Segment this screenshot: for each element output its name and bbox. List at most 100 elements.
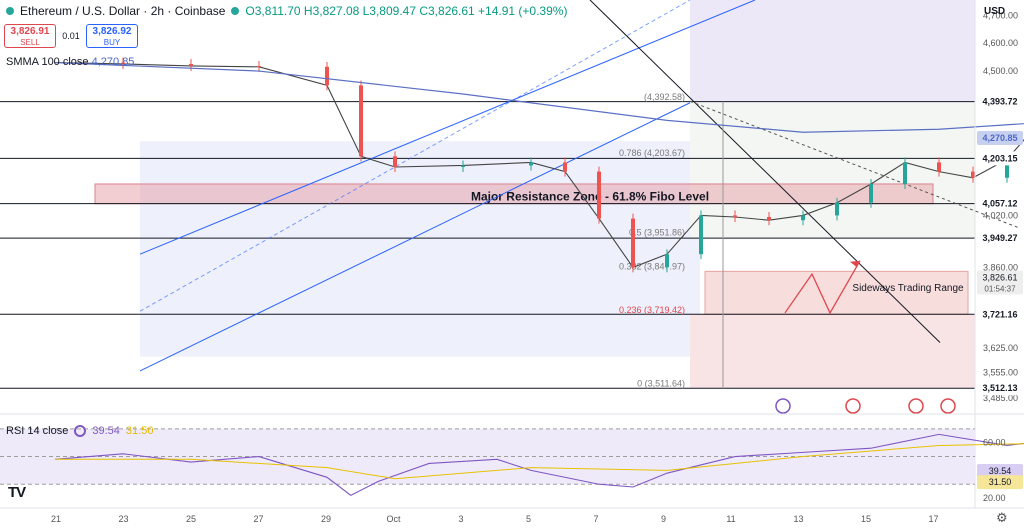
current-price-tag[interactable] (977, 270, 1023, 295)
rsi-ma-value: 31.50 (125, 425, 154, 437)
candle-body[interactable] (529, 162, 533, 166)
symbol-title[interactable]: Ethereum / U.S. Dollar · 2h · Coinbase (20, 4, 226, 18)
channel-upper-line[interactable] (139, 0, 756, 255)
sideways-range-box[interactable] (704, 270, 969, 315)
rsi-settings-icon[interactable] (74, 425, 87, 437)
trade-buttons: 3,826.91 SELL 0.01 3,826.92 BUY (4, 24, 138, 48)
smma-legend[interactable]: SMMA 100 close 4,270.85 (6, 56, 134, 68)
buy-label: BUY (103, 38, 121, 47)
price-axis-tick-label: 4,600.00 (983, 38, 1018, 48)
currency-label[interactable]: USD (984, 6, 1006, 17)
rsi-value-tag[interactable] (977, 464, 1023, 479)
time-axis-tick-label: 27 (253, 514, 263, 524)
smma-line[interactable] (54, 61, 1024, 138)
ohlc-values: O3,811.70 H3,827.08 L3,809.47 C3,826.61 … (245, 4, 568, 18)
rsi-legend[interactable]: RSI 14 close 39.54 31.50 (6, 425, 153, 437)
level-price-tag-label: 4,057.12 (982, 199, 1017, 209)
current-price-label: 3,826.61 (982, 273, 1017, 283)
time-axis-tick-label: 17 (928, 514, 938, 524)
rsi-ma-line[interactable] (55, 436, 1024, 484)
economic-event-icon[interactable] (908, 398, 924, 414)
smma-value: 4,270.85 (91, 56, 135, 68)
level-price-tag-label: 4,393.72 (982, 97, 1017, 107)
level-price-tag[interactable] (977, 94, 1023, 109)
level-price-tag-label: 4,203.15 (982, 153, 1017, 163)
downtrend-dashed-line (689, 100, 1021, 229)
candle-body[interactable] (257, 65, 261, 67)
rsi-axis-tick-label: 20.00 (983, 493, 1006, 503)
candle-body[interactable] (461, 165, 465, 167)
candle-body[interactable] (869, 183, 873, 203)
level-price-tag[interactable] (977, 307, 1023, 322)
gear-icon[interactable]: ⚙ (996, 510, 1008, 525)
resistance-zone-label: Major Resistance Zone - 61.8% Fibo Level (471, 190, 709, 204)
fib-shade-low (690, 314, 975, 389)
channel-lower-line[interactable] (139, 102, 691, 372)
time-axis-tick-label: 21 (51, 514, 61, 524)
sell-button[interactable]: 3,826.91 SELL (4, 24, 56, 48)
economic-event-icon[interactable] (940, 398, 956, 414)
spread-value: 0.01 (62, 31, 80, 41)
price-axis-tick-label: 4,020.00 (983, 210, 1018, 220)
rsi-value: 39.54 (92, 425, 120, 437)
live-dot-icon (231, 7, 240, 15)
level-price-tag[interactable] (977, 196, 1023, 211)
fib-level-label: 0 (3,511.64) (637, 378, 685, 388)
candle-body[interactable] (121, 62, 125, 64)
candle-body[interactable] (835, 202, 839, 216)
time-axis-tick-label: 3 (458, 514, 463, 524)
bar-countdown-label: 01:54:37 (984, 285, 1016, 294)
price-axis-tick-label: 4,500.00 (983, 66, 1018, 76)
candle-body[interactable] (597, 171, 601, 219)
channel-mid-line (139, 0, 691, 312)
time-axis-tick-label: 7 (593, 514, 598, 524)
buy-button[interactable]: 3,826.92 BUY (86, 24, 138, 48)
candle-body[interactable] (189, 63, 193, 66)
rsi-ma-tag[interactable] (977, 475, 1023, 490)
candle-body[interactable] (699, 215, 703, 255)
candle-body[interactable] (393, 156, 397, 167)
level-price-tag[interactable] (977, 231, 1023, 246)
buy-price: 3,826.92 (92, 26, 132, 37)
candle-body[interactable] (971, 171, 975, 178)
candle-body[interactable] (733, 215, 737, 218)
rsi-ma-tag-label: 31.50 (989, 477, 1012, 487)
candle-body[interactable] (665, 254, 669, 268)
candle-body[interactable] (325, 66, 329, 86)
rsi-line[interactable] (54, 426, 1024, 496)
symbol-header: Ethereum / U.S. Dollar · 2h · Coinbase O… (6, 4, 567, 18)
smma-price-tag[interactable] (977, 130, 1023, 145)
candle-body[interactable] (903, 162, 907, 184)
downtrend-line[interactable] (589, 0, 941, 343)
fib-level-label: 0.236 (3,719.42) (619, 305, 685, 315)
rsi-label: RSI 14 close (6, 425, 69, 437)
sell-price: 3,826.91 (10, 26, 50, 37)
fib-level-label: 0.382 (3,847.97) (619, 261, 685, 271)
tradingview-logo: TV (8, 484, 26, 501)
candle-body[interactable] (1005, 159, 1009, 178)
projection-arrow[interactable] (784, 260, 861, 315)
candle-body[interactable] (801, 215, 805, 221)
fib-shade-top (690, 0, 975, 102)
candle-body[interactable] (937, 162, 941, 172)
level-price-tag[interactable] (977, 381, 1023, 396)
time-axis-tick-label: 23 (118, 514, 128, 524)
sell-label: SELL (20, 38, 40, 47)
time-axis-tick-label: 5 (526, 514, 531, 524)
time-axis-tick-label: 11 (726, 514, 735, 524)
economic-event-icon[interactable] (845, 398, 861, 414)
fib-level-label: 0.786 (4,203.67) (619, 148, 685, 158)
rsi-axis-tick-label: 60.00 (983, 438, 1006, 448)
fib-level-label: (4,392.58) (644, 92, 685, 102)
economic-event-icon[interactable] (775, 398, 791, 414)
candle-body[interactable] (767, 217, 771, 221)
price-axis-tick-label: 4,700.00 (983, 10, 1018, 20)
time-axis-tick-label: Oct (386, 514, 401, 524)
level-price-tag[interactable] (977, 151, 1023, 166)
candle-body[interactable] (359, 85, 363, 157)
candle-body[interactable] (631, 218, 635, 268)
market-status-icon (6, 7, 14, 15)
candle-body[interactable] (563, 162, 567, 172)
